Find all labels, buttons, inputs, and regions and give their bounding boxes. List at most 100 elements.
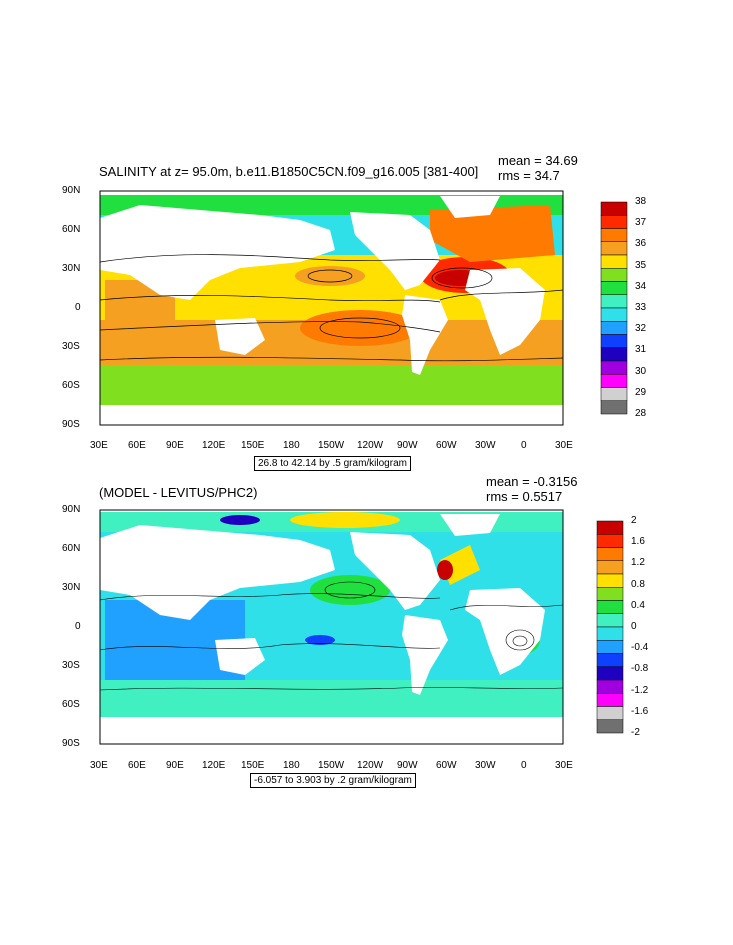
bottom-land-africa <box>465 588 545 675</box>
top-colorbar-swatch <box>600 400 628 415</box>
top-high-south-pacific <box>300 310 420 346</box>
top-land-greenland <box>440 196 500 218</box>
top-rms-value: rms = 34.7 <box>498 168 560 183</box>
bottom-colorbar-swatch <box>596 600 624 614</box>
top-lat-label: 60N <box>62 224 81 235</box>
bottom-colorbar-label: -2 <box>631 727 640 738</box>
top-lat-label: 30N <box>62 263 81 274</box>
top-land-north-america <box>350 212 440 290</box>
bottom-pacific-neg-core <box>305 635 335 645</box>
bottom-colorbar-label: 2 <box>631 515 637 526</box>
bottom-colorbar-swatch <box>596 706 624 720</box>
top-lon-label: 30E <box>555 440 573 451</box>
top-high-north-pacific <box>295 266 365 286</box>
bottom-colorbar-label: 1.6 <box>631 536 645 548</box>
bottom-colorbar-swatch <box>596 587 624 601</box>
bottom-colorbar-swatch <box>596 653 624 667</box>
top-lat-label: 90N <box>62 185 81 196</box>
top-lon-label: 0 <box>521 440 527 451</box>
bottom-colorbar-label: 0 <box>631 621 637 632</box>
top-colorbar-label: 28 <box>635 408 647 419</box>
top-lon-label: 150E <box>241 440 265 451</box>
bottom-land-north-america <box>350 532 440 610</box>
bottom-southern-ocean <box>100 680 563 717</box>
bottom-map-title: (MODEL - LEVITUS/PHC2) <box>99 485 258 500</box>
bottom-colorbar-label: -0.8 <box>631 663 649 675</box>
bottom-lon-label: 120W <box>357 760 384 771</box>
top-colorbar-label: 30 <box>635 365 647 377</box>
top-lat-label: 30S <box>62 341 80 352</box>
top-colorbar-label: 31 <box>635 344 647 356</box>
bottom-colorbar-swatch <box>596 693 624 707</box>
top-lon-label: 30E <box>90 440 108 451</box>
top-land-australia <box>215 318 265 355</box>
bottom-lat-label: 90N <box>62 504 81 515</box>
bottom-mean-value: mean = -0.3156 <box>486 474 578 489</box>
bottom-colorbar-swatch <box>596 560 624 575</box>
bottom-lon-label: 0 <box>521 760 527 771</box>
top-band-southern-ocean <box>100 365 563 405</box>
bottom-lat-label: 30S <box>62 660 80 671</box>
bottom-colorbar-swatch <box>596 520 624 535</box>
bottom-lon-label: 90E <box>166 760 184 771</box>
top-colorbar-label: 32 <box>635 323 647 335</box>
top-lon-label: 60E <box>128 440 146 451</box>
top-colorbar-label: 29 <box>635 386 647 398</box>
bottom-colorbar-label: 0.8 <box>631 578 645 590</box>
bottom-land-antarctica <box>100 717 563 744</box>
bottom-colorbar-swatch <box>596 640 624 654</box>
bottom-arctic-negative <box>220 515 260 525</box>
bottom-land-south-america <box>402 615 448 695</box>
bottom-lon-label: 90W <box>397 760 418 771</box>
top-land-eurasia <box>100 205 335 300</box>
top-colorbar-label: 33 <box>635 302 647 313</box>
bottom-colorbar-label: -0.4 <box>631 642 649 654</box>
top-lon-label: 150W <box>318 440 345 451</box>
top-map-title: SALINITY at z= 95.0m, b.e11.B1850C5CN.f0… <box>99 164 479 179</box>
bottom-lon-label: 30W <box>475 760 496 771</box>
bottom-colorbar-label: -1.2 <box>631 684 649 696</box>
top-colorbar-label: 35 <box>635 259 647 271</box>
bottom-land-australia <box>215 638 265 675</box>
bottom-map-frame <box>99 509 564 745</box>
bottom-colorbar-swatch <box>596 679 624 694</box>
bottom-lat-label: 60S <box>62 699 80 710</box>
bottom-lon-label: 30E <box>90 760 108 771</box>
bottom-colorbar-swatch <box>596 547 624 561</box>
bottom-land-eurasia <box>100 525 335 620</box>
top-lon-label: 180 <box>283 440 300 451</box>
bottom-colorbar-swatch <box>596 613 624 628</box>
top-map-frame <box>99 190 564 426</box>
top-land-africa <box>465 268 545 355</box>
bottom-lon-label: 60E <box>128 760 146 771</box>
top-lon-label: 60W <box>436 440 457 451</box>
top-lon-label: 90W <box>397 440 418 451</box>
bottom-colorbar-label: 1.2 <box>631 557 645 569</box>
bottom-lon-label: 180 <box>283 760 300 771</box>
top-lat-label: 60S <box>62 380 80 391</box>
bottom-gulfstream <box>437 560 453 580</box>
bottom-colorbar-swatch <box>596 626 624 641</box>
bottom-lon-label: 120E <box>202 760 226 771</box>
top-colorbar-label: 34 <box>635 280 647 292</box>
bottom-colorbar-swatch <box>596 666 624 681</box>
top-land-antarctica <box>100 405 563 425</box>
top-colorbar-label: 37 <box>635 217 647 229</box>
bottom-rms-value: rms = 0.5517 <box>486 489 563 504</box>
top-lat-label: 0 <box>75 302 81 313</box>
top-land-south-america <box>402 295 448 375</box>
bottom-arctic-positive <box>290 512 400 528</box>
bottom-lat-label: 60N <box>62 543 81 554</box>
top-lon-label: 30W <box>475 440 496 451</box>
bottom-lat-label: 30N <box>62 582 81 593</box>
top-north-atlantic <box>430 205 555 262</box>
top-lon-label: 90E <box>166 440 184 451</box>
bottom-lon-label: 60W <box>436 760 457 771</box>
bottom-lon-label: 150E <box>241 760 265 771</box>
bottom-colorbar-swatch <box>596 534 624 548</box>
top-mean-value: mean = 34.69 <box>498 153 578 168</box>
bottom-colorbar-swatch <box>596 573 624 588</box>
bottom-land-greenland <box>440 514 500 536</box>
